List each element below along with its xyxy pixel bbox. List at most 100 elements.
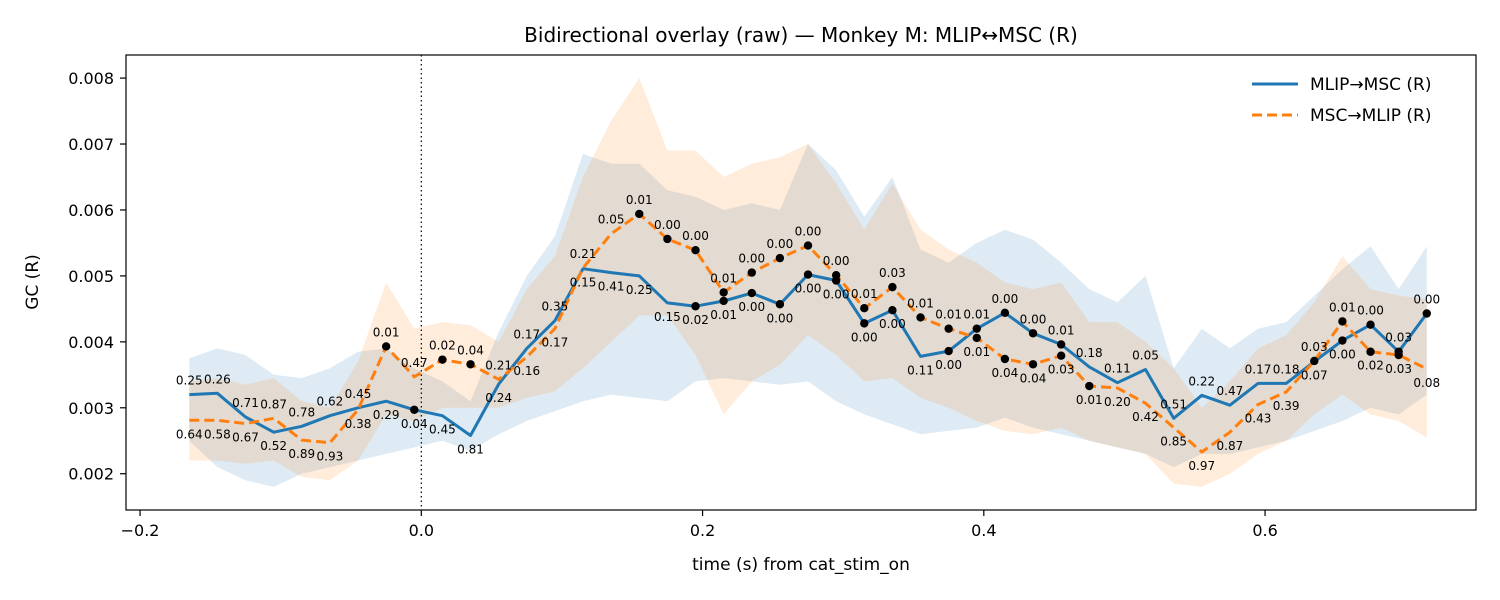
significance-marker [803, 241, 813, 250]
pvalue-label: 0.01 [373, 325, 400, 339]
pvalue-label: 0.41 [598, 280, 625, 294]
significance-marker [719, 296, 728, 306]
pvalue-label: 0.01 [710, 308, 737, 322]
pvalue-label: 0.24 [485, 391, 512, 405]
x-tick-label: −0.2 [121, 521, 160, 540]
significance-marker [747, 268, 756, 277]
pvalue-label: 0.00 [851, 330, 878, 344]
significance-marker [1028, 360, 1038, 369]
pvalue-label: 0.00 [682, 229, 709, 243]
pvalue-label: 0.29 [373, 408, 400, 422]
pvalue-label: 0.87 [1217, 439, 1244, 453]
significance-marker [860, 304, 869, 313]
pvalue-label: 0.81 [457, 442, 484, 456]
significance-marker [1085, 381, 1094, 391]
pvalue-label: 0.01 [963, 345, 990, 359]
pvalue-label: 0.11 [907, 363, 934, 377]
significance-marker [1366, 347, 1375, 356]
pvalue-label: 0.01 [907, 296, 934, 310]
plot-frame [125, 54, 1477, 511]
pvalue-label: 0.25 [626, 283, 653, 297]
pvalue-label: 0.00 [654, 218, 681, 232]
pvalue-label: 0.17 [513, 327, 540, 341]
pvalue-label: 0.93 [317, 450, 344, 464]
pvalue-label: 0.15 [570, 276, 597, 290]
pvalue-label: 0.21 [485, 358, 512, 372]
pvalue-label: 0.58 [204, 427, 231, 441]
significance-marker [635, 209, 644, 219]
pvalue-label: 0.38 [345, 417, 372, 431]
pvalue-label: 0.04 [992, 366, 1019, 380]
y-tick-label: 0.005 [68, 267, 114, 286]
pvalue-label: 0.39 [1273, 399, 1300, 413]
pvalue-label: 0.20 [1104, 395, 1131, 409]
pvalue-label: 0.47 [401, 356, 428, 370]
ci-band-series-0 [189, 144, 1427, 487]
significance-marker [691, 245, 700, 255]
significance-marker [1056, 340, 1066, 349]
significance-marker [438, 355, 447, 364]
significance-marker [831, 271, 841, 280]
pvalue-label: 0.00 [795, 282, 822, 296]
pvalue-label: 0.64 [176, 427, 203, 441]
pvalue-label: 0.00 [767, 311, 794, 325]
pvalue-label: 0.05 [598, 213, 625, 227]
pvalue-label: 0.00 [935, 358, 962, 372]
pvalue-label: 0.02 [429, 339, 456, 353]
significance-marker [1394, 350, 1403, 360]
pvalue-label: 0.78 [288, 405, 315, 419]
pvalue-label: 0.16 [513, 364, 540, 378]
pvalue-label: 0.52 [260, 439, 287, 453]
y-axis-label: GC (R) [23, 254, 43, 310]
pvalue-label: 0.07 [1301, 369, 1328, 383]
pvalue-label: 0.17 [1245, 362, 1272, 376]
pvalue-label: 0.01 [851, 287, 878, 301]
significance-marker [888, 305, 897, 315]
pvalue-label: 0.67 [232, 431, 259, 445]
pvalue-label: 0.47 [1217, 384, 1244, 398]
pvalue-label: 0.00 [738, 300, 765, 314]
pvalue-label: 0.11 [1104, 362, 1131, 376]
pvalue-label: 0.51 [1160, 397, 1187, 411]
significance-marker [860, 319, 869, 328]
significance-marker [944, 346, 953, 356]
pvalue-label: 0.18 [1273, 362, 1300, 376]
significance-marker [1000, 354, 1010, 364]
pvalue-label: 0.04 [1020, 371, 1047, 385]
y-tick-label: 0.006 [68, 201, 114, 220]
x-tick-label: 0.6 [1252, 521, 1277, 540]
pvalue-label: 0.89 [288, 447, 315, 461]
y-tick-label: 0.004 [68, 333, 114, 352]
pvalue-label: 0.26 [204, 372, 231, 386]
y-tick-label: 0.008 [68, 69, 114, 88]
pvalue-label: 0.01 [1076, 393, 1103, 407]
significance-marker [1338, 317, 1347, 326]
significance-marker [972, 324, 981, 333]
pvalue-label: 0.02 [682, 313, 709, 327]
x-tick-label: 0.4 [971, 521, 996, 540]
pvalue-label: 0.45 [345, 387, 372, 401]
pvalue-label: 0.25 [176, 374, 203, 388]
significance-marker [1366, 320, 1375, 329]
y-tick-label: 0.003 [68, 399, 114, 418]
significance-marker [1310, 356, 1319, 366]
pvalue-label: 0.00 [823, 254, 850, 268]
significance-marker [691, 302, 700, 311]
pvalue-label: 0.03 [1301, 340, 1328, 354]
pvalue-label: 0.45 [429, 423, 456, 437]
significance-marker [775, 300, 785, 309]
significance-marker [916, 313, 925, 322]
pvalue-label: 0.01 [1048, 323, 1075, 337]
pvalue-label: 0.01 [1329, 300, 1356, 314]
pvalue-label: 0.08 [1413, 376, 1440, 390]
pvalue-label: 0.00 [738, 252, 765, 266]
significance-marker [944, 324, 953, 333]
pvalue-label: 0.43 [1245, 411, 1272, 425]
legend-label-1: MSC→MLIP (R) [1310, 106, 1431, 126]
significance-marker [410, 405, 419, 414]
pvalue-label: 0.62 [317, 395, 344, 409]
pvalue-label: 0.35 [542, 300, 569, 314]
significance-marker [1028, 329, 1038, 338]
significance-marker [1422, 309, 1431, 318]
